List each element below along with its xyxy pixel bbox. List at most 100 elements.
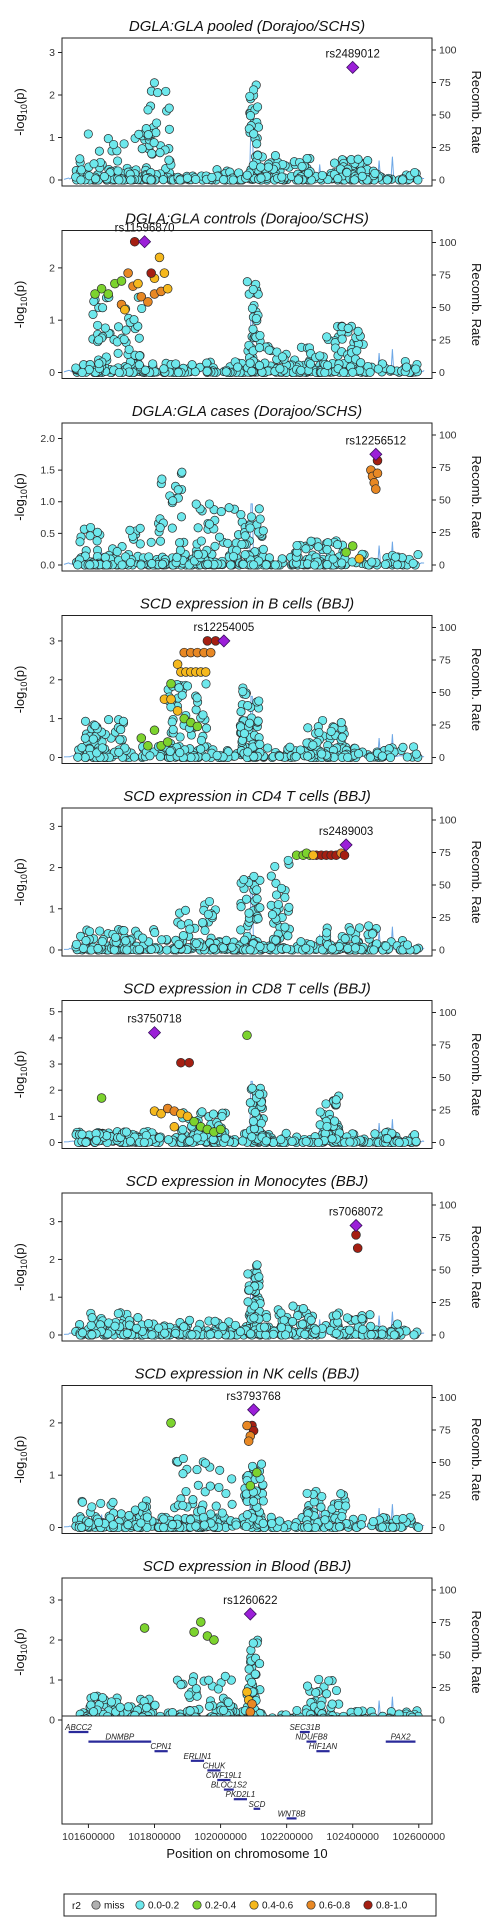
snp-point [86,1320,96,1330]
snp-point [151,128,161,138]
snp-point [414,1522,424,1533]
right-tick-label: 100 [439,815,457,827]
snp-point-ld [245,1480,256,1491]
snp-point [248,160,258,170]
right-tick-label: 75 [439,462,451,474]
snp-point [108,1497,118,1507]
snp-point [89,1707,99,1717]
right-tick-label: 0 [439,945,445,957]
snp-point [117,560,127,570]
snp-point [114,747,124,757]
snp-point [84,1518,94,1528]
right-tick-label: 100 [439,1200,457,1212]
right-axis-label: Recomb. Rate [469,1610,484,1693]
snp-point [87,1502,97,1512]
snp-point [250,1669,260,1679]
snp-point [217,1508,227,1518]
snp-point-ld [154,252,165,263]
legend-entry: 0.0-0.2 [148,1901,180,1912]
snp-point [113,348,123,358]
snp-point-ld [146,268,156,278]
snp-point [239,875,249,885]
y-tick-label: 2 [49,674,55,686]
snp-point [178,931,188,941]
legend-swatch [192,1900,202,1910]
snp-point [191,938,201,949]
snp-point [76,175,86,185]
snp-point [159,1522,169,1533]
snp-point [315,351,325,361]
snp-point [255,739,265,749]
snp-point [209,944,219,954]
snp-point [211,1501,221,1511]
snp-point [367,929,377,939]
lead-snp-label: rs7068072 [329,1206,383,1218]
legend-entry: 0.4-0.6 [262,1901,294,1912]
snp-point [334,1522,345,1532]
snp-point [103,134,113,144]
snp-point-ld [169,1122,180,1132]
snp-point [134,944,144,954]
right-tick-label: 0 [439,1137,445,1149]
snp-point [162,945,172,955]
snp-point [71,363,81,373]
snp-point [97,743,107,753]
right-tick-label: 25 [439,527,451,539]
snp-point-ld [245,1707,256,1717]
gene-label: CHUK [203,1761,226,1770]
y-tick-label: 0.0 [40,560,55,572]
snp-point [125,1136,135,1146]
snp-point-ld [133,278,143,289]
snp-point [245,945,255,955]
snp-point [87,1330,97,1340]
snp-point [221,935,231,945]
snp-point [85,560,95,570]
snp-point [181,1486,191,1497]
snp-point-ld [139,1623,150,1633]
snp-point [353,1706,363,1717]
panel-title: SCD expression in B cells (BBJ) [140,596,354,613]
snp-point [245,91,255,101]
snp-point [277,172,287,182]
snp-point [298,1304,308,1314]
snp-point [392,560,402,570]
snp-point-ld [136,733,147,743]
snp-point [258,544,268,554]
snp-point [291,752,301,762]
snp-point [353,154,363,164]
snp-point [214,532,225,542]
snp-point [322,928,332,938]
y-axis-label: -log10(p) [12,858,29,906]
snp-point [121,1127,131,1137]
snp-point [386,365,396,375]
snp-point [345,1137,355,1147]
snp-point [253,102,263,112]
snp-point [333,174,343,184]
snp-point [227,1499,237,1509]
snp-point [330,1116,340,1126]
snp-point [231,1520,241,1530]
snp-point [196,536,206,546]
lead-snp-label: rs2489012 [326,48,380,60]
snp-point [187,360,197,370]
right-axis-label: Recomb. Rate [469,263,484,346]
snp-point [204,896,215,907]
snp-point [382,1134,392,1144]
snp-point [233,362,243,372]
snp-point [192,693,202,703]
right-tick-label: 25 [439,1490,451,1502]
y-tick-label: 4 [49,1032,55,1044]
snp-point [277,352,288,362]
panel-title: SCD expression in Monocytes (BBJ) [126,1173,369,1190]
snp-point [249,1496,259,1506]
snp-point [109,139,119,150]
snp-point [114,175,124,185]
snp-point [92,527,103,537]
y-tick-label: 3 [49,1216,55,1228]
snp-point [157,559,167,569]
snp-point [284,902,294,912]
y-tick-label: 2 [49,90,55,102]
snp-point [303,168,313,178]
snp-point-ld [243,1436,254,1446]
snp-point [219,1705,229,1715]
